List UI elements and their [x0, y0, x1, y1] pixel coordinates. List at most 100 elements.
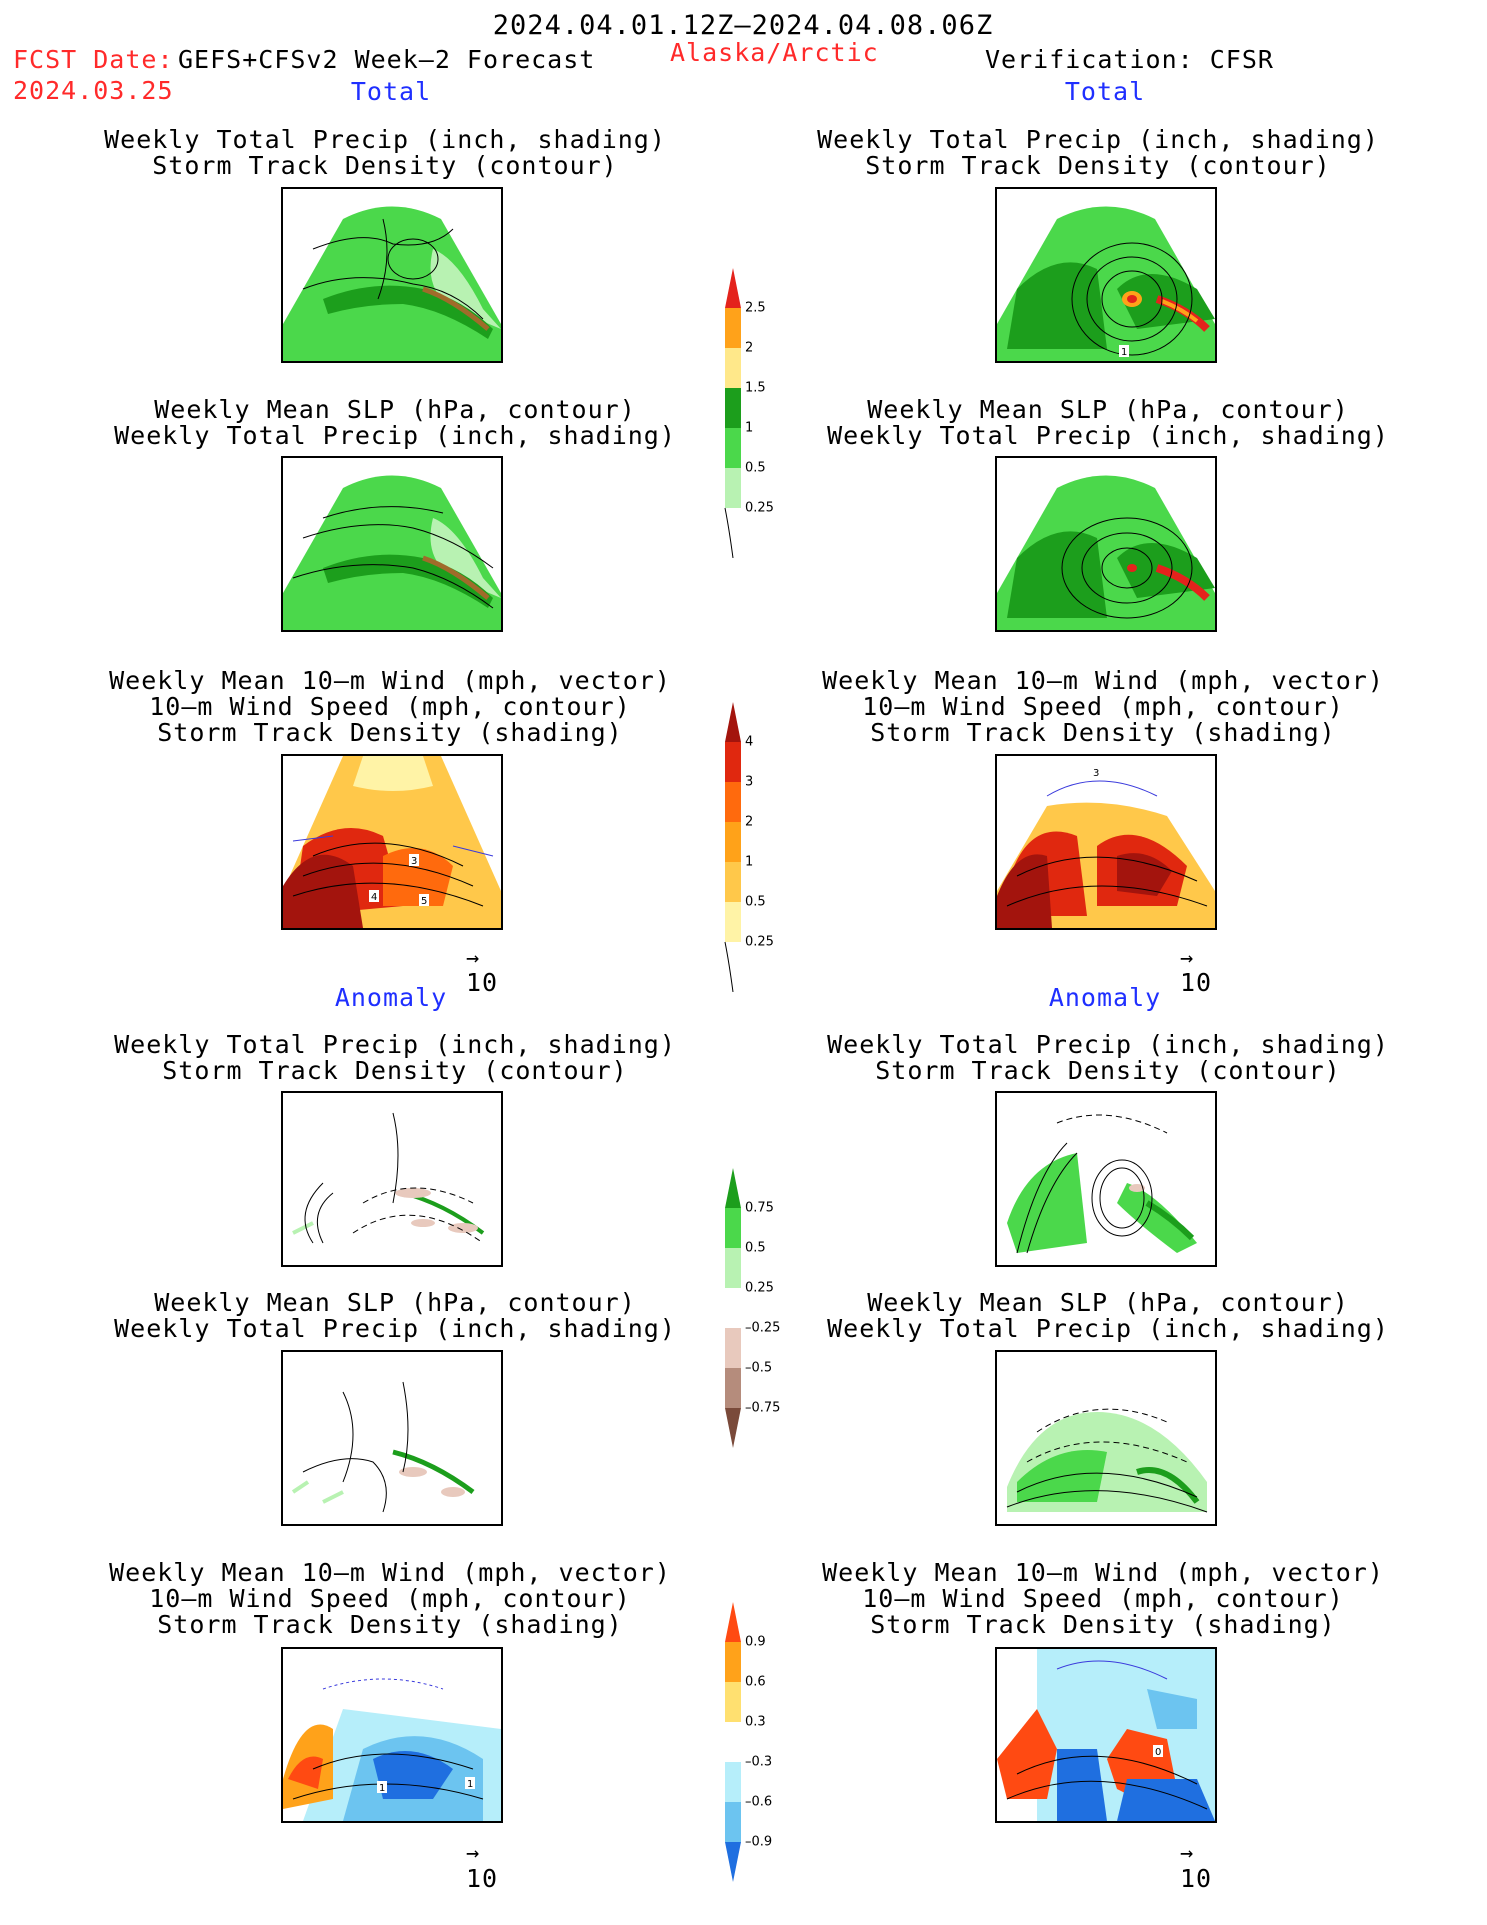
contour-label: 1: [1121, 347, 1127, 358]
verification-label: Verification: CFSR: [985, 45, 1274, 74]
fcst-date-prefix: FCST Date:: [13, 45, 174, 74]
map-graphic: 3: [997, 766, 1215, 928]
title-line: Storm Track Density (contour): [875, 1056, 1341, 1085]
colorbar-label: 1: [745, 420, 754, 436]
title-line: Storm Track Density (shading): [870, 718, 1336, 747]
contour-label: 1: [467, 1779, 473, 1790]
vector-reference-value: 10: [466, 1864, 499, 1893]
colorbar-swatches: [725, 1602, 741, 1882]
colorbar-swatches: [724, 702, 741, 992]
map-graphic: [283, 475, 501, 630]
title-line: Weekly Mean 10–m Wind (mph, vector): [109, 1558, 671, 1587]
colorbar-label: –0.75: [745, 1400, 781, 1416]
right-total-label: Total: [1064, 77, 1146, 106]
vector-reference-arrow: →: [1180, 1841, 1194, 1866]
title-line: Weekly Total Precip (inch, shading): [104, 125, 666, 154]
fcst-total-wind-title: Weekly Mean 10–m Wind (mph, vector) 10–m…: [109, 668, 671, 746]
contour-label: 3: [1093, 768, 1099, 779]
fcst-anom-wind-map: 1 1: [281, 1647, 503, 1823]
colorbar-precip-total: 2.5 2 1.5 1 0.5 0.25: [723, 268, 813, 558]
title-line: Weekly Total Precip (inch, shading): [114, 1314, 676, 1343]
colorbar-label: –0.6: [745, 1794, 773, 1810]
colorbar-track-anom: 0.9 0.6 0.3 –0.3 –0.6 –0.9: [723, 1602, 813, 1892]
colorbar-label: 0.5: [745, 1240, 766, 1256]
verif-total-precip-title: Weekly Total Precip (inch, shading) Stor…: [817, 127, 1379, 179]
fcst-date-value: 2024.03.25: [13, 76, 174, 105]
contour-label: 0: [1155, 1747, 1161, 1758]
verif-anom-slp-map: [995, 1350, 1217, 1526]
title-line: Storm Track Density (shading): [870, 1610, 1336, 1639]
title-line: Weekly Mean SLP (hPa, contour): [154, 1288, 636, 1317]
contour-label-box: [369, 890, 379, 902]
colorbar-label: 0.25: [745, 500, 774, 516]
vector-reference-value: 10: [466, 968, 499, 997]
title-line: 10–m Wind Speed (mph, contour): [149, 1584, 631, 1613]
colorbar-label: 1: [745, 854, 754, 870]
vector-reference-arrow: →: [466, 946, 480, 971]
map-graphic: [1007, 1114, 1197, 1254]
fcst-anom-precip-title: Weekly Total Precip (inch, shading) Stor…: [114, 1032, 676, 1084]
date-range-title: 2024.04.01.12Z–2024.04.08.06Z: [492, 10, 994, 41]
colorbar-label: –0.9: [745, 1834, 773, 1850]
contour-label: 1: [379, 1783, 385, 1794]
colorbar-swatches: [725, 1168, 741, 1448]
contour-label-box: [419, 894, 429, 906]
colorbar-label: 1.5: [745, 380, 766, 396]
verif-total-precip-map: 1: [995, 187, 1217, 363]
verif-anom-wind-map: 0: [995, 1647, 1217, 1823]
colorbar-label: 0.75: [745, 1200, 774, 1216]
title-line: Storm Track Density (contour): [865, 151, 1331, 180]
vector-reference-value: 10: [1180, 968, 1213, 997]
colorbar-label: 0.9: [745, 1634, 766, 1650]
contour-label: 3: [411, 856, 417, 867]
title-line: Weekly Mean 10–m Wind (mph, vector): [109, 666, 671, 695]
verif-anom-precip-title: Weekly Total Precip (inch, shading) Stor…: [827, 1032, 1389, 1084]
colorbar-label: –0.3: [745, 1754, 773, 1770]
title-line: Weekly Mean 10–m Wind (mph, vector): [822, 666, 1384, 695]
contour-label: 5: [421, 896, 427, 907]
colorbar-label: 0.25: [745, 934, 774, 950]
fcst-model-label: GEFS+CFSv2 Week–2 Forecast: [178, 45, 596, 74]
colorbar-swatches: [724, 268, 741, 558]
title-line: Storm Track Density (contour): [162, 1056, 628, 1085]
fcst-total-slp-title: Weekly Mean SLP (hPa, contour) Weekly To…: [114, 397, 676, 449]
title-line: Storm Track Density (shading): [157, 718, 623, 747]
fcst-total-precip-map: [281, 187, 503, 363]
verif-total-slp-map: [995, 456, 1217, 632]
verif-anom-slp-title: Weekly Mean SLP (hPa, contour) Weekly To…: [827, 1290, 1389, 1342]
map-graphic: [291, 1381, 475, 1513]
fcst-total-slp-map: [281, 456, 503, 632]
left-total-label: Total: [350, 77, 432, 106]
left-anomaly-label: Anomaly: [334, 983, 448, 1012]
verif-total-wind-map: 3: [995, 754, 1217, 930]
title-line: Weekly Mean SLP (hPa, contour): [867, 1288, 1349, 1317]
contour-label-box: [1091, 766, 1101, 778]
colorbar-label: 0.3: [745, 1714, 766, 1730]
title-line: Weekly Total Precip (inch, shading): [114, 1030, 676, 1059]
map-graphic: [283, 206, 501, 361]
verif-anom-wind-title: Weekly Mean 10–m Wind (mph, vector) 10–m…: [822, 1560, 1384, 1638]
title-line: 10–m Wind Speed (mph, contour): [862, 1584, 1344, 1613]
title-line: Weekly Total Precip (inch, shading): [817, 125, 1379, 154]
vector-reference-arrow: →: [1180, 946, 1194, 971]
colorbar-label: 0.25: [745, 1280, 774, 1296]
map-graphic: [1006, 1408, 1208, 1513]
colorbar-label: 2: [745, 340, 754, 356]
colorbar-label: –0.25: [745, 1320, 781, 1336]
fcst-anom-wind-title: Weekly Mean 10–m Wind (mph, vector) 10–m…: [109, 1560, 671, 1638]
contour-label: 4: [371, 892, 377, 903]
title-line: Storm Track Density (contour): [152, 151, 618, 180]
map-graphic: 3 4 5: [283, 756, 501, 928]
fcst-total-precip-title: Weekly Total Precip (inch, shading) Stor…: [104, 127, 666, 179]
title-line: Weekly Total Precip (inch, shading): [827, 1030, 1389, 1059]
verif-total-slp-title: Weekly Mean SLP (hPa, contour) Weekly To…: [827, 397, 1389, 449]
colorbar-label: 0.6: [745, 1674, 766, 1690]
title-line: Storm Track Density (shading): [157, 1610, 623, 1639]
verif-total-wind-title: Weekly Mean 10–m Wind (mph, vector) 10–m…: [822, 668, 1384, 746]
colorbar-label: 2.5: [745, 300, 766, 316]
title-line: Weekly Mean SLP (hPa, contour): [154, 395, 636, 424]
title-line: Weekly Total Precip (inch, shading): [827, 421, 1389, 450]
map-graphic: 1 1: [283, 1678, 501, 1821]
fcst-anom-slp-map: [281, 1350, 503, 1526]
fcst-anom-precip-map: [281, 1091, 503, 1267]
